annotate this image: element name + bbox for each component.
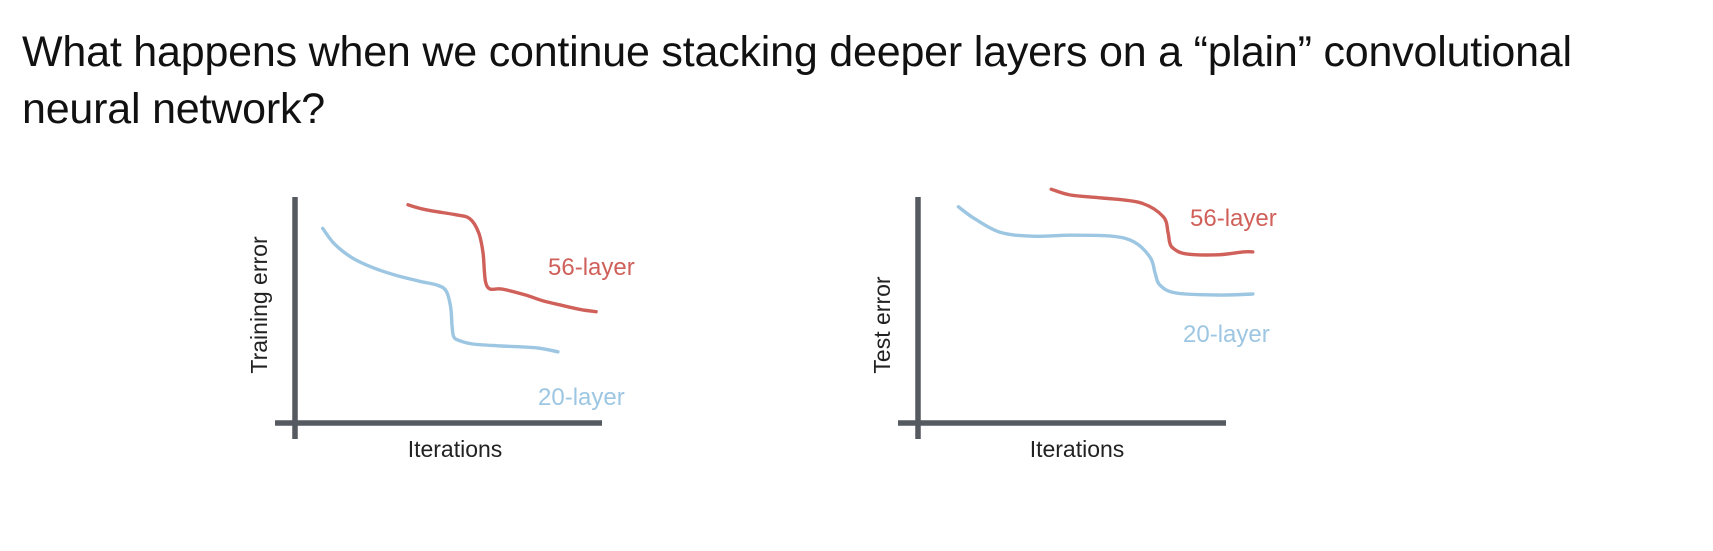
- y-axis-label: Training error: [246, 236, 272, 374]
- training-error-chart-svg: 56-layer 20-layer Training error Iteratio…: [246, 197, 635, 462]
- slide-title: What happens when we continue stacking d…: [22, 28, 1572, 133]
- test-error-chart: 56-layer 20-layer Test error Iterations: [860, 0, 1330, 540]
- series-line-56-layer: [1049, 187, 1255, 257]
- series-layer: 56-layer 20-layer: [956, 187, 1277, 348]
- x-axis-label: Iterations: [408, 436, 503, 462]
- x-axis-label: Iterations: [1030, 436, 1125, 462]
- y-axis-label: Test error: [869, 276, 895, 373]
- series-line-20-layer: [321, 226, 560, 354]
- series-label-56-layer: 56-layer: [548, 254, 635, 281]
- test-error-chart-svg: 56-layer 20-layer Test error Iterations: [869, 187, 1277, 462]
- training-error-chart: 56-layer 20-layer Training error Iteratio…: [235, 0, 695, 540]
- series-line-56-layer: [406, 203, 598, 314]
- series-label-20-layer: 20-layer: [538, 384, 625, 411]
- series-label-56-layer: 56-layer: [1190, 205, 1277, 232]
- series-line-20-layer: [956, 205, 1255, 297]
- series-label-20-layer: 20-layer: [1183, 321, 1270, 348]
- series-layer: 56-layer 20-layer: [321, 203, 635, 411]
